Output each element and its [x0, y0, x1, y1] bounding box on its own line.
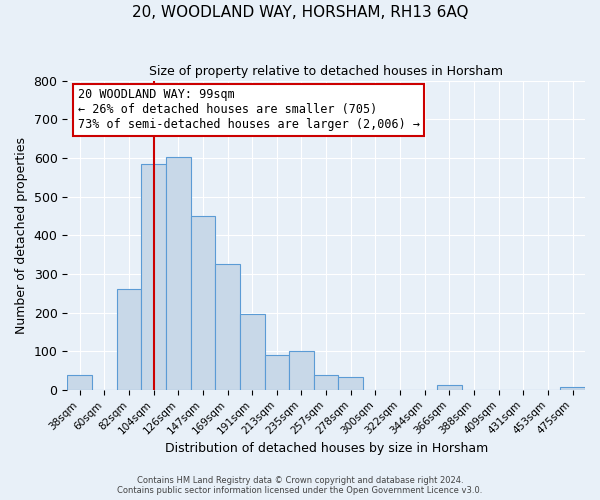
Bar [215, 264, 240, 390]
Bar [191, 216, 215, 390]
Text: Contains HM Land Registry data © Crown copyright and database right 2024.
Contai: Contains HM Land Registry data © Crown c… [118, 476, 482, 495]
X-axis label: Distribution of detached houses by size in Horsham: Distribution of detached houses by size … [164, 442, 488, 455]
Bar [314, 375, 338, 390]
Bar [289, 351, 314, 390]
Bar [265, 354, 289, 390]
Bar [437, 385, 462, 390]
Bar [67, 375, 92, 390]
Bar [141, 164, 166, 390]
Text: 20, WOODLAND WAY, HORSHAM, RH13 6AQ: 20, WOODLAND WAY, HORSHAM, RH13 6AQ [132, 5, 468, 20]
Title: Size of property relative to detached houses in Horsham: Size of property relative to detached ho… [149, 65, 503, 78]
Bar [560, 387, 585, 390]
Bar [166, 157, 191, 390]
Bar [240, 314, 265, 390]
Text: 20 WOODLAND WAY: 99sqm
← 26% of detached houses are smaller (705)
73% of semi-de: 20 WOODLAND WAY: 99sqm ← 26% of detached… [77, 88, 419, 132]
Bar [116, 288, 141, 390]
Y-axis label: Number of detached properties: Number of detached properties [15, 136, 28, 334]
Bar [338, 378, 363, 390]
